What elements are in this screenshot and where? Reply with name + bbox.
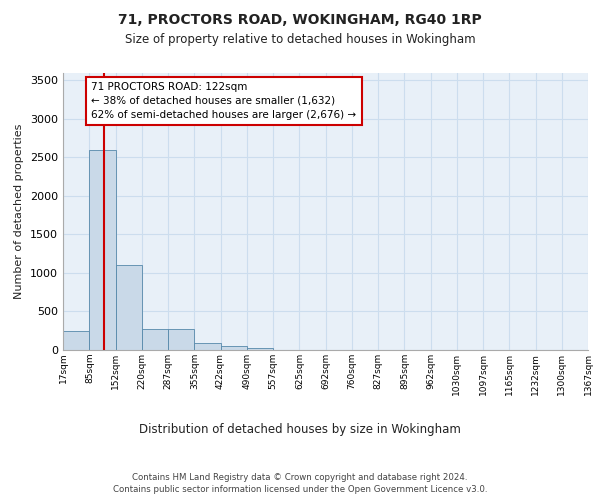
Text: Distribution of detached houses by size in Wokingham: Distribution of detached houses by size …	[139, 422, 461, 436]
Y-axis label: Number of detached properties: Number of detached properties	[14, 124, 25, 299]
Bar	[168, 329, 194, 350]
Text: 71, PROCTORS ROAD, WOKINGHAM, RG40 1RP: 71, PROCTORS ROAD, WOKINGHAM, RG40 1RP	[118, 12, 482, 26]
Text: 71 PROCTORS ROAD: 122sqm
← 38% of detached houses are smaller (1,632)
62% of sem: 71 PROCTORS ROAD: 122sqm ← 38% of detach…	[91, 82, 356, 120]
Bar	[142, 329, 168, 350]
Bar	[221, 346, 247, 350]
Bar	[194, 343, 221, 350]
Bar	[115, 265, 142, 350]
Text: Contains public sector information licensed under the Open Government Licence v3: Contains public sector information licen…	[113, 485, 487, 494]
Bar	[63, 330, 89, 350]
Bar	[89, 150, 115, 350]
Bar	[247, 348, 273, 350]
Text: Size of property relative to detached houses in Wokingham: Size of property relative to detached ho…	[125, 32, 475, 46]
Text: Contains HM Land Registry data © Crown copyright and database right 2024.: Contains HM Land Registry data © Crown c…	[132, 472, 468, 482]
